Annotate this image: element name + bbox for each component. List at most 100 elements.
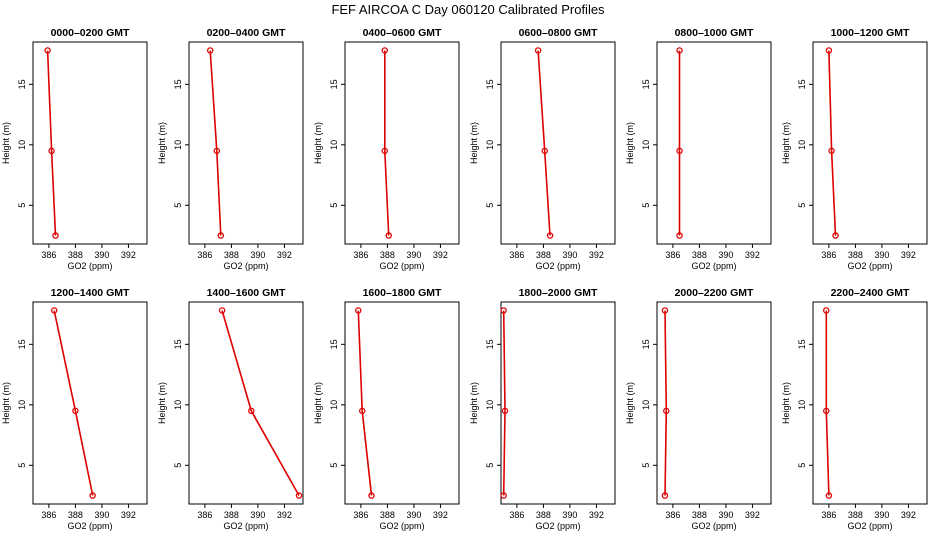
plot-frame [656,301,772,505]
plot-frame [32,41,148,245]
y-tick-label: 10 [641,400,651,410]
x-tick-label: 390 [94,250,109,260]
y-axis-label: Height (m) [469,122,479,164]
data-point [500,492,507,499]
panel-8: 1400–1600 GMT 386 388 390 392 5 10 15 GO2 (ppm) H… [157,287,304,531]
y-tick-label: 10 [797,140,807,150]
x-axis-label: GO2 (ppm) [67,521,112,531]
data-point [676,147,683,155]
panel-2: 0200–0400 GMT 386 388 390 392 5 10 15 GO2 (ppm) H… [157,27,304,271]
data-point [206,47,214,54]
data-point [823,407,830,415]
profile-line [53,310,94,496]
panel-3: 0400–0600 GMT 386 388 390 392 5 10 15 GO2 (ppm) H… [313,27,460,271]
x-axis-label: GO2 (ppm) [67,261,112,271]
data-point [52,232,59,239]
panel-title: 0200–0400 GMT [207,27,286,39]
profile-line [828,50,837,236]
data-point [663,407,670,415]
x-tick-label: 386 [821,250,836,260]
x-tick-label: 390 [874,250,889,260]
profile-line [502,310,506,496]
panel-title: 1800–2000 GMT [519,287,598,299]
x-tick-label: 386 [197,510,212,520]
x-tick-label: 392 [745,250,760,260]
data-point [358,407,366,415]
data-point [500,307,507,314]
y-tick-label: 10 [329,140,339,150]
y-tick-label: 10 [329,400,339,410]
y-tick-label: 15 [485,339,495,349]
x-tick-label: 386 [509,250,524,260]
data-point [295,492,303,499]
y-tick-label: 10 [173,400,183,410]
x-tick-label: 392 [589,510,604,520]
x-tick-label: 388 [68,510,83,520]
y-tick-label: 10 [641,140,651,150]
x-tick-label: 386 [41,510,56,520]
y-tick-label: 5 [173,463,183,468]
y-axis-label: Height (m) [625,382,635,424]
plot-frame [500,301,616,505]
x-tick-label: 388 [224,510,239,520]
x-tick-label: 386 [821,510,836,520]
data-point [661,492,669,499]
x-axis-label: GO2 (ppm) [535,521,580,531]
y-tick-label: 10 [797,400,807,410]
y-tick-label: 10 [17,140,27,150]
data-point [385,232,392,239]
y-tick-label: 5 [485,203,495,208]
x-tick-label: 388 [692,510,707,520]
data-point [832,232,839,239]
plot-frame [32,301,148,505]
x-tick-label: 392 [121,250,136,260]
panel-title: 1000–1200 GMT [831,27,910,39]
y-tick-label: 10 [485,400,495,410]
x-tick-label: 386 [41,250,56,260]
y-axis-label: Height (m) [157,382,167,424]
y-tick-label: 10 [173,140,183,150]
data-point [676,232,683,239]
data-point [218,307,226,314]
panel-title: 1400–1600 GMT [207,287,286,299]
y-tick-label: 15 [17,79,27,89]
x-tick-label: 392 [121,510,136,520]
x-tick-label: 388 [848,510,863,520]
plot-frame [656,41,772,245]
x-tick-label: 392 [901,510,916,520]
x-axis-label: GO2 (ppm) [847,261,892,271]
profile-line [46,50,57,236]
x-tick-label: 392 [901,250,916,260]
y-axis-label: Height (m) [1,382,11,424]
x-tick-label: 386 [197,250,212,260]
data-point [89,492,96,499]
y-tick-label: 5 [329,203,339,208]
data-point [661,307,669,314]
panel-title: 0800–1000 GMT [675,27,754,39]
data-point [213,147,221,155]
x-tick-label: 392 [433,510,448,520]
data-point [501,407,509,415]
y-tick-label: 5 [329,463,339,468]
y-tick-label: 5 [485,463,495,468]
data-point [825,47,833,54]
x-axis-label: GO2 (ppm) [379,521,424,531]
x-axis-label: GO2 (ppm) [223,261,268,271]
data-point [676,47,683,54]
y-tick-label: 5 [17,203,27,208]
x-tick-label: 386 [509,510,524,520]
profile-line [221,310,300,496]
plot-frame [500,41,616,245]
x-axis-label: GO2 (ppm) [691,521,736,531]
x-axis-label: GO2 (ppm) [223,521,268,531]
y-tick-label: 15 [17,339,27,349]
x-tick-label: 388 [380,250,395,260]
y-tick-label: 5 [641,203,651,208]
panel-10: 1800–2000 GMT 386 388 390 392 5 10 15 GO2 (ppm) H… [469,287,616,531]
panel-11: 2000–2200 GMT 386 388 390 392 5 10 15 GO2 (ppm) H… [625,287,772,531]
profile-line [537,50,551,236]
data-point [368,492,375,499]
x-tick-label: 388 [224,250,239,260]
data-point [381,47,389,54]
